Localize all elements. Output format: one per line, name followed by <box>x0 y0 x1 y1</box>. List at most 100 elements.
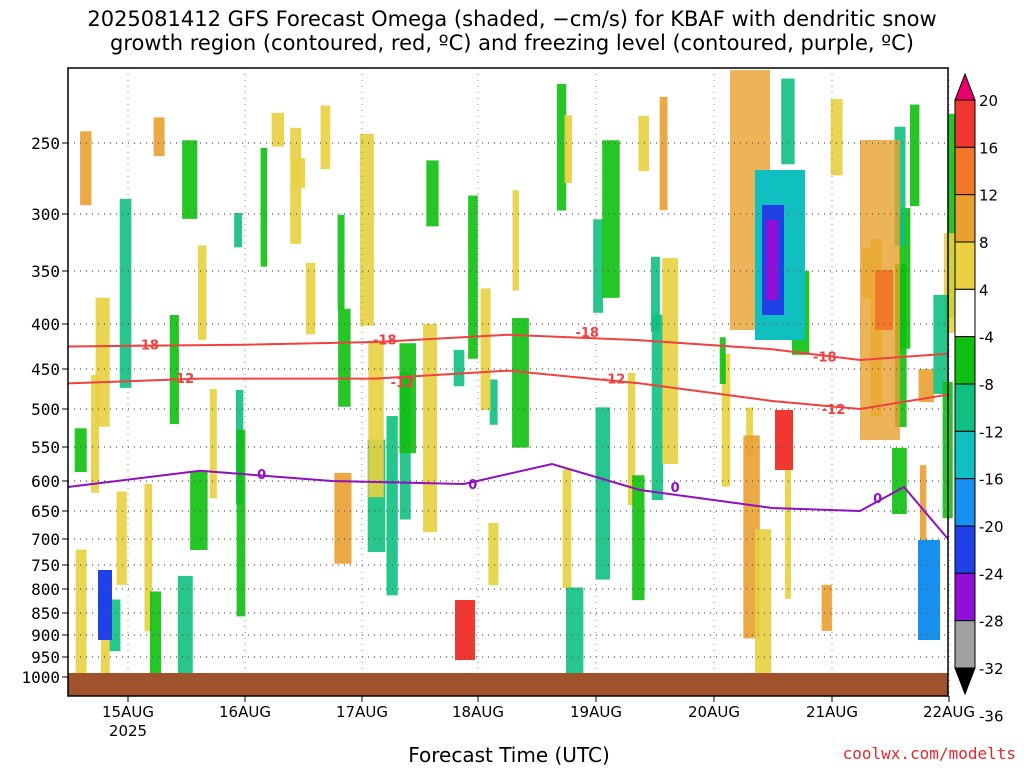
y-tick-label: 550 <box>31 438 60 457</box>
omega-shade <box>153 117 165 157</box>
omega-shade <box>80 131 92 206</box>
omega-shade <box>489 379 498 425</box>
x-axis-title: Forecast Time (UTC) <box>408 743 610 767</box>
colorbar-box <box>954 525 976 574</box>
x-tick-label: 22AUG <box>923 703 975 721</box>
omega-shade <box>755 529 772 676</box>
colorbar-label: 8 <box>979 234 989 252</box>
omega-shade <box>910 104 920 207</box>
omega-shade <box>144 483 153 632</box>
y-tick-label: 850 <box>31 604 60 623</box>
omega-shade <box>830 99 843 176</box>
x-tick-label: 20AUG <box>688 703 740 721</box>
y-tick-label: 700 <box>31 530 60 549</box>
omega-shade <box>746 407 754 456</box>
omega-shade <box>651 256 660 332</box>
x-tick-label: 19AUG <box>570 703 622 721</box>
contour-label: -12 <box>822 403 846 418</box>
omega-shade <box>116 491 127 585</box>
x-tick-label: 21AUG <box>806 703 858 721</box>
omega-shade <box>368 340 384 498</box>
contour-label: -12 <box>171 372 195 387</box>
omega-shade <box>899 208 911 349</box>
omega-shade <box>75 549 87 676</box>
omega-shade <box>512 318 529 448</box>
omega-shade <box>197 245 207 340</box>
contour-label: 0 <box>873 492 882 507</box>
omega-shade <box>721 354 731 487</box>
omega-shade <box>659 96 668 211</box>
omega-shade <box>632 475 645 601</box>
colorbar-label: -32 <box>979 660 1004 678</box>
omega-shade <box>98 570 112 640</box>
chart-title-line1: 2025081412 GFS Forecast Omega (shaded, −… <box>87 7 937 31</box>
y-tick-label: 600 <box>31 472 60 491</box>
omega-shade <box>512 190 519 291</box>
colorbar-box <box>954 572 976 622</box>
omega-shade <box>556 83 567 211</box>
omega-shade <box>95 297 110 427</box>
omega-shade <box>100 608 110 676</box>
colorbar-label: -36 <box>979 707 1004 725</box>
y-tick-label: 950 <box>31 648 60 667</box>
omega-shade <box>305 262 316 335</box>
omega-shade <box>423 323 437 533</box>
colorbar-box <box>954 99 976 148</box>
omega-shade <box>399 343 417 454</box>
contour-line <box>67 462 949 540</box>
omega-shade <box>177 575 193 676</box>
y-tick-label: 400 <box>31 315 60 334</box>
colorbar-box <box>954 336 976 385</box>
contour-label: -18 <box>575 326 599 341</box>
colorbar-box <box>954 194 976 243</box>
x-tick-sublabel: 2025 <box>109 722 147 740</box>
omega-shade <box>821 584 832 631</box>
colorbar-top-arrow <box>954 72 976 101</box>
y-tick-label: 650 <box>31 502 60 521</box>
x-tick-label: 18AUG <box>452 703 504 721</box>
colorbar-box <box>954 288 976 338</box>
omega-shade <box>875 270 893 330</box>
plot-area <box>68 68 948 696</box>
omega-shade <box>480 288 491 411</box>
omega-shade <box>651 314 664 501</box>
omega-shade <box>719 337 726 385</box>
contour-label: -12 <box>602 373 626 388</box>
omega-shade <box>182 140 198 219</box>
omega-shade <box>320 105 331 170</box>
omega-shade <box>602 140 620 298</box>
contour-label: 0 <box>671 481 680 496</box>
omega-shade <box>74 428 87 473</box>
colorbar-box <box>954 146 976 196</box>
y-tick-label: 350 <box>31 262 60 281</box>
colorbar-label: 4 <box>979 281 989 299</box>
omega-shade <box>468 195 478 359</box>
omega-shade <box>271 112 285 147</box>
contour-label: 0 <box>257 468 266 483</box>
colorbar-box <box>954 241 976 290</box>
y-tick-label: 1000 <box>21 668 60 687</box>
omega-shade <box>453 349 465 387</box>
x-tick-label: 16AUG <box>219 703 271 721</box>
omega-shade <box>290 127 302 244</box>
omega-shade <box>566 587 584 676</box>
omega-shade <box>234 212 242 248</box>
colorbar-label: 12 <box>979 187 998 205</box>
contour-line <box>67 369 949 411</box>
omega-shade <box>386 416 398 596</box>
omega-shade <box>337 214 345 310</box>
omega-shade <box>190 472 208 551</box>
x-tick-label: 17AUG <box>336 703 388 721</box>
colorbar-box <box>954 620 976 669</box>
ground-strip <box>68 673 948 696</box>
colorbar-bottom-arrow <box>954 667 976 696</box>
colorbar-label: 20 <box>979 92 998 110</box>
omega-shade <box>766 220 778 300</box>
colorbar-label: -20 <box>979 518 1004 536</box>
omega-shade <box>562 469 572 588</box>
contour-line <box>67 333 949 362</box>
colorbar-label: -12 <box>979 423 1004 441</box>
contour-label: -12 <box>391 376 415 391</box>
y-tick-label: 300 <box>31 205 60 224</box>
